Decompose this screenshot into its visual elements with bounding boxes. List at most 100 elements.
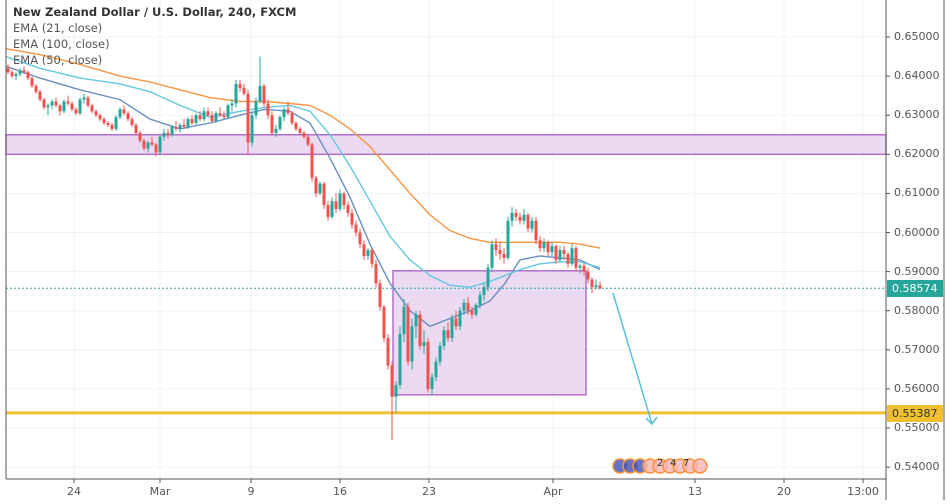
- candle-body: [470, 310, 474, 315]
- candle-body: [506, 220, 510, 258]
- candle-body: [10, 72, 14, 77]
- candle-body: [526, 214, 530, 229]
- candle-body: [430, 377, 434, 389]
- candle-body: [434, 361, 438, 378]
- candle-body: [274, 128, 278, 133]
- candle-body: [586, 271, 590, 280]
- candle-body: [590, 279, 594, 288]
- time-tick: 24: [67, 485, 81, 498]
- candle-body: [454, 318, 458, 327]
- candle-body: [170, 126, 174, 135]
- price-tick: 0.57000: [894, 342, 940, 356]
- event-count: 2: [657, 458, 663, 469]
- candle-body: [226, 105, 230, 118]
- candle-body: [414, 314, 418, 327]
- candle-body: [250, 115, 254, 143]
- time-tick: 13:00: [847, 485, 879, 498]
- support-price-label: 0.55387: [887, 404, 943, 422]
- price-tick: 0.54000: [894, 460, 940, 474]
- candle-body: [334, 201, 338, 210]
- projection-arrow: [612, 292, 653, 425]
- candle-body: [326, 205, 330, 217]
- candle-body: [598, 285, 602, 289]
- candle-body: [186, 119, 190, 127]
- candle-body: [310, 144, 314, 178]
- candle-body: [406, 306, 410, 362]
- candle-body: [366, 250, 370, 256]
- candle-body: [174, 126, 178, 129]
- candle-body: [498, 250, 502, 255]
- candle-body: [74, 109, 78, 114]
- candle-body: [26, 72, 30, 79]
- candle-body: [82, 97, 86, 100]
- candle-body: [370, 250, 374, 264]
- candle-body: [510, 212, 514, 221]
- candle-body: [438, 345, 442, 362]
- ema21-line: [5, 65, 601, 328]
- candle-body: [182, 124, 186, 127]
- event-count: 7: [683, 458, 689, 469]
- candle-body: [546, 242, 550, 253]
- indicator-ema100[interactable]: EMA (100, close): [13, 37, 110, 51]
- price-tick: 0.61000: [894, 186, 940, 200]
- candle-body: [286, 109, 290, 114]
- price-tick: 0.63000: [894, 108, 940, 122]
- candle-body: [258, 85, 262, 102]
- candle-body: [86, 97, 90, 106]
- candle-body: [566, 254, 570, 264]
- symbol-title[interactable]: New Zealand Dollar / U.S. Dollar, 240, F…: [13, 5, 297, 19]
- candle-body: [502, 254, 506, 258]
- time-tick: Apr: [543, 485, 563, 498]
- candle-body: [98, 115, 102, 120]
- candle-body: [446, 330, 450, 339]
- price-tick: 0.58000: [894, 303, 940, 317]
- candle-body: [78, 99, 82, 114]
- candle-body: [458, 310, 462, 327]
- candle-body: [402, 306, 406, 335]
- candle-body: [450, 318, 454, 339]
- candle-body: [570, 248, 574, 264]
- candle-body: [518, 216, 522, 221]
- arrow-head-icon: [645, 416, 658, 426]
- candle-body: [314, 177, 318, 194]
- time-tick: 13: [688, 485, 702, 498]
- price-tick: 0.64000: [894, 69, 940, 83]
- candle-body: [594, 285, 598, 288]
- candle-body: [282, 109, 286, 118]
- candle-body: [482, 287, 486, 296]
- candle-body: [394, 384, 398, 397]
- candle-body: [34, 85, 38, 92]
- candle-body: [194, 115, 198, 124]
- candle-body: [486, 267, 490, 288]
- candle-body: [70, 103, 74, 110]
- candle-body: [322, 183, 326, 206]
- candle-body: [18, 70, 22, 75]
- candle-body: [378, 283, 382, 307]
- candle-body: [210, 115, 214, 122]
- indicator-ema50[interactable]: EMA (50, close): [13, 53, 103, 67]
- candle-body: [242, 87, 246, 94]
- candle-body: [238, 83, 242, 88]
- indicator-ema21[interactable]: EMA (21, close): [13, 21, 103, 35]
- candle-body: [106, 123, 110, 125]
- candle-body: [466, 302, 470, 311]
- candle-body: [202, 111, 206, 120]
- candle-body: [234, 83, 238, 104]
- candle-body: [306, 136, 310, 145]
- consolidation-box: [392, 270, 587, 396]
- candle-body: [162, 132, 166, 137]
- candle-body: [462, 302, 466, 311]
- candle-body: [270, 115, 274, 133]
- candle-body: [538, 240, 542, 249]
- candle-body: [362, 244, 366, 256]
- candle-body: [254, 101, 258, 116]
- candle-body: [422, 341, 426, 346]
- candle-body: [574, 248, 578, 268]
- candle-body: [94, 111, 98, 116]
- candle-body: [550, 246, 554, 253]
- candle-body: [358, 232, 362, 245]
- time-tick: 9: [247, 485, 255, 498]
- candle-body: [146, 142, 150, 149]
